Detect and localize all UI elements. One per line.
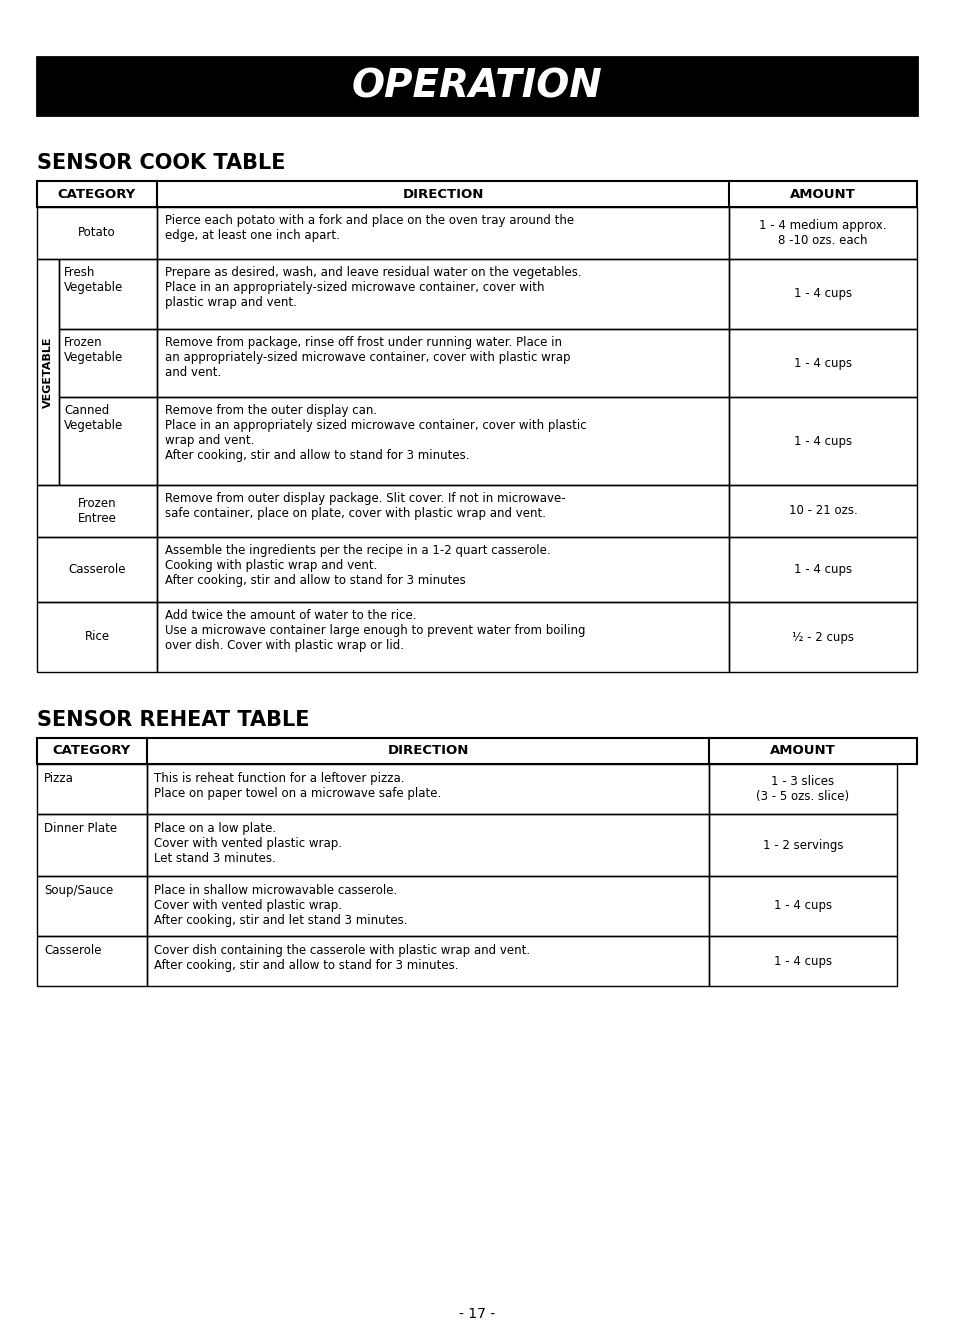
Bar (708, 815, 896, 876)
Bar (728, 207, 916, 259)
Bar (157, 484, 728, 537)
Text: 10 - 21 ozs.: 10 - 21 ozs. (788, 505, 857, 518)
Text: Fresh
Vegetable: Fresh Vegetable (64, 266, 123, 294)
Bar (59, 397, 157, 484)
Bar (157, 537, 728, 603)
Bar (157, 329, 728, 397)
Text: DIRECTION: DIRECTION (402, 188, 483, 200)
Text: Soup/Sauce: Soup/Sauce (44, 884, 113, 896)
Text: Place in shallow microwavable casserole.
Cover with vented plastic wrap.
After c: Place in shallow microwavable casserole.… (153, 884, 407, 927)
Text: AMOUNT: AMOUNT (769, 745, 835, 757)
Text: Casserole: Casserole (69, 564, 126, 576)
Text: 1 - 4 cups: 1 - 4 cups (793, 357, 851, 369)
Text: OPERATION: OPERATION (352, 67, 601, 105)
Bar (37, 935, 147, 986)
Text: DIRECTION: DIRECTION (387, 745, 468, 757)
Text: Prepare as desired, wash, and leave residual water on the vegetables.
Place in a: Prepare as desired, wash, and leave resi… (165, 266, 581, 309)
Bar (728, 259, 916, 329)
Text: CATEGORY: CATEGORY (52, 745, 131, 757)
Text: Pierce each potato with a fork and place on the oven tray around the
edge, at le: Pierce each potato with a fork and place… (165, 213, 574, 242)
Text: Remove from the outer display can.
Place in an appropriately sized microwave con: Remove from the outer display can. Place… (165, 404, 586, 462)
Bar (37, 207, 157, 259)
Bar (157, 259, 728, 329)
Text: - 17 -: - 17 - (458, 1307, 495, 1321)
Bar (728, 537, 916, 603)
Text: Canned
Vegetable: Canned Vegetable (64, 404, 123, 432)
Text: SENSOR REHEAT TABLE: SENSOR REHEAT TABLE (37, 710, 309, 730)
Text: Potato: Potato (78, 227, 115, 239)
Bar (37, 484, 157, 537)
Text: 1 - 3 slices
(3 - 5 ozs. slice): 1 - 3 slices (3 - 5 ozs. slice) (756, 774, 849, 803)
Text: 1 - 4 cups: 1 - 4 cups (773, 899, 831, 913)
Bar (37, 738, 916, 764)
Bar (728, 603, 916, 672)
Bar (147, 815, 708, 876)
Bar (728, 484, 916, 537)
Text: Pizza: Pizza (44, 772, 73, 785)
Bar (37, 181, 916, 207)
Text: 1 - 4 cups: 1 - 4 cups (793, 435, 851, 447)
Bar (708, 764, 896, 815)
Text: SENSOR COOK TABLE: SENSOR COOK TABLE (37, 153, 285, 173)
Text: Remove from outer display package. Slit cover. If not in microwave-
safe contain: Remove from outer display package. Slit … (165, 493, 565, 519)
Text: CATEGORY: CATEGORY (58, 188, 136, 200)
Text: Cover dish containing the casserole with plastic wrap and vent.
After cooking, s: Cover dish containing the casserole with… (153, 943, 530, 972)
Bar (59, 329, 157, 397)
Bar (157, 397, 728, 484)
Text: VEGETABLE: VEGETABLE (43, 337, 53, 408)
Text: This is reheat function for a leftover pizza.
Place on paper towel on a microwav: This is reheat function for a leftover p… (153, 772, 441, 800)
Bar (37, 876, 147, 935)
Bar (37, 603, 157, 672)
Text: 1 - 4 medium approx.
8 -10 ozs. each: 1 - 4 medium approx. 8 -10 ozs. each (759, 219, 886, 247)
Bar (147, 876, 708, 935)
Bar (728, 397, 916, 484)
Bar (728, 329, 916, 397)
Text: Frozen
Entree: Frozen Entree (77, 497, 116, 525)
Bar (37, 259, 59, 484)
Bar (157, 603, 728, 672)
Text: 1 - 4 cups: 1 - 4 cups (773, 954, 831, 968)
Text: 1 - 4 cups: 1 - 4 cups (793, 287, 851, 301)
Text: 1 - 2 servings: 1 - 2 servings (762, 839, 842, 852)
Text: Rice: Rice (85, 631, 110, 644)
Bar (59, 259, 157, 329)
Text: ½ - 2 cups: ½ - 2 cups (791, 631, 853, 644)
Bar (708, 935, 896, 986)
Text: Casserole: Casserole (44, 943, 101, 957)
Text: Frozen
Vegetable: Frozen Vegetable (64, 336, 123, 364)
Text: AMOUNT: AMOUNT (789, 188, 855, 200)
Text: Place on a low plate.
Cover with vented plastic wrap.
Let stand 3 minutes.: Place on a low plate. Cover with vented … (153, 823, 341, 866)
Text: Assemble the ingredients per the recipe in a 1-2 quart casserole.
Cooking with p: Assemble the ingredients per the recipe … (165, 544, 550, 586)
Bar (157, 207, 728, 259)
Text: Remove from package, rinse off frost under running water. Place in
an appropriat: Remove from package, rinse off frost und… (165, 336, 570, 378)
Bar (708, 876, 896, 935)
Bar (37, 815, 147, 876)
Text: 1 - 4 cups: 1 - 4 cups (793, 564, 851, 576)
Text: Dinner Plate: Dinner Plate (44, 823, 117, 835)
Bar (37, 56, 916, 115)
Bar (147, 935, 708, 986)
Bar (37, 764, 147, 815)
Text: Add twice the amount of water to the rice.
Use a microwave container large enoug: Add twice the amount of water to the ric… (165, 609, 585, 652)
Bar (37, 537, 157, 603)
Bar (147, 764, 708, 815)
